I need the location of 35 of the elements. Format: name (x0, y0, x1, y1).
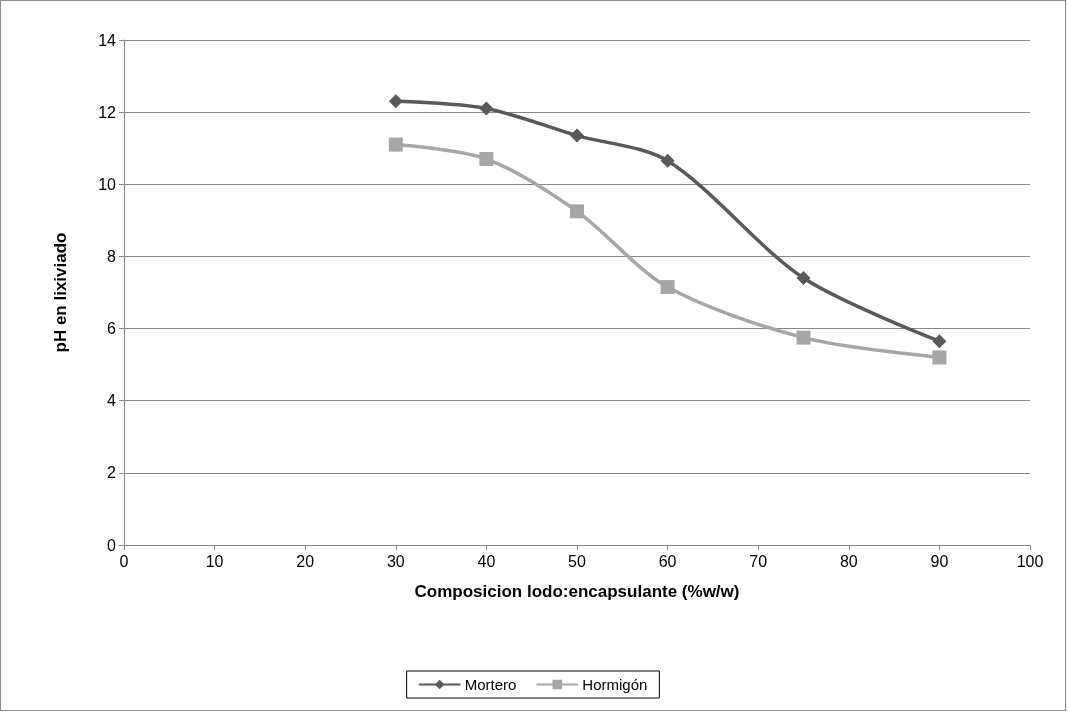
point (932, 350, 947, 365)
point (660, 153, 675, 168)
point (932, 334, 947, 349)
y-tick-label: 6 (107, 320, 117, 338)
y-axis-title: pH en lixiviado (51, 232, 70, 353)
x-tick-label: 40 (477, 552, 496, 570)
legend-label: Hormigón (582, 676, 648, 693)
point (570, 128, 584, 143)
point (796, 271, 811, 286)
point (570, 204, 584, 219)
y-tick-label: 12 (98, 103, 117, 121)
y-tick-label: 10 (98, 175, 117, 193)
point (388, 137, 403, 152)
x-axis-title: Composicion lodo:encapsulante (%w/w) (414, 582, 740, 601)
x-tick-label: 0 (119, 552, 129, 570)
x-tick-label: 10 (205, 552, 224, 570)
y-tick-label: 8 (107, 247, 117, 265)
x-tick-label: 70 (749, 552, 768, 570)
legend-label: Mortero (464, 676, 517, 693)
x-tick-label: 20 (296, 552, 315, 570)
point (388, 94, 403, 109)
y-tick-label: 4 (107, 392, 117, 410)
point (796, 330, 811, 345)
x-tick-label: 80 (839, 552, 858, 570)
y-tick-label: 0 (107, 536, 117, 554)
point (479, 152, 494, 167)
x-tick-label: 30 (386, 552, 405, 570)
y-tick-label: 14 (98, 31, 117, 49)
x-tick-label: 90 (930, 552, 949, 570)
x-tick-label: 100 (1016, 552, 1044, 570)
point (479, 101, 494, 116)
x-tick-label: 60 (658, 552, 677, 570)
x-tick-label: 50 (568, 552, 586, 570)
point (660, 280, 675, 295)
y-tick-label: 2 (107, 464, 117, 482)
